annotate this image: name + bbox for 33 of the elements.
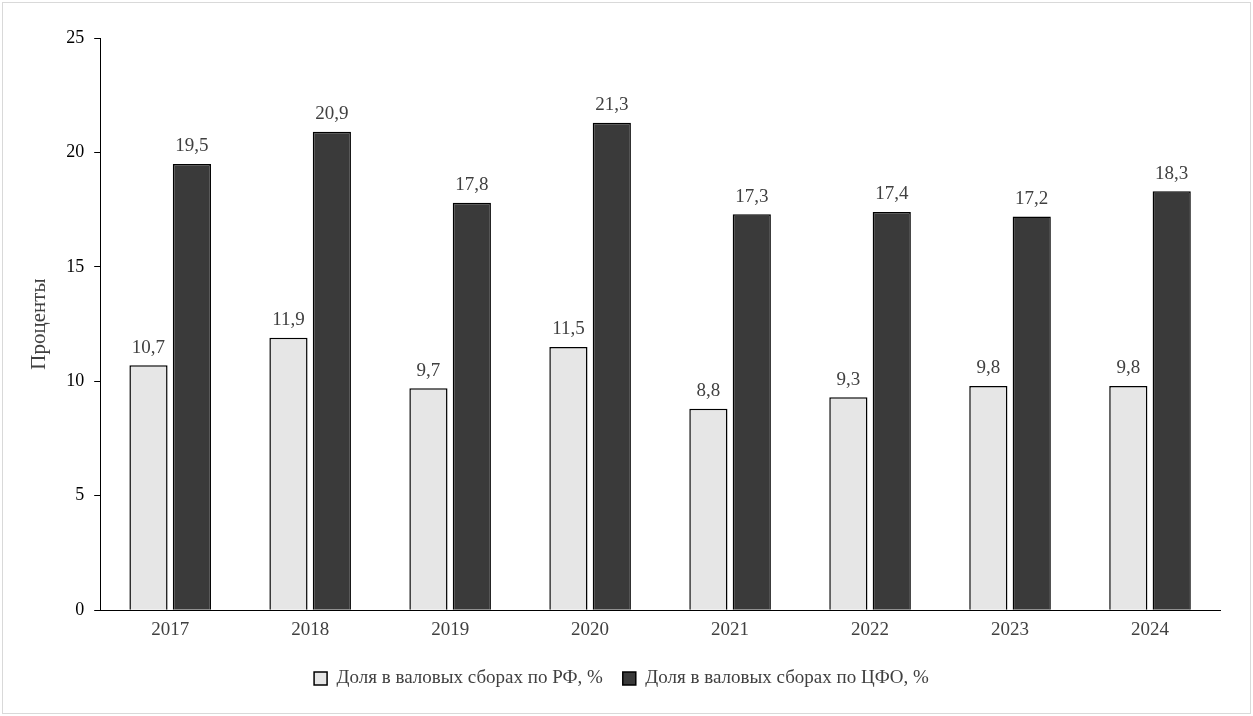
- data-label: 17,4: [875, 182, 909, 204]
- x-tick-label: 2019: [431, 617, 470, 639]
- y-tick-label: 5: [75, 484, 85, 505]
- legend-label: Доля в валовых сборах по РФ, %: [336, 666, 603, 688]
- y-tick-label: 25: [66, 26, 85, 47]
- x-tick-label: 2021: [711, 617, 750, 639]
- data-label: 10,7: [131, 335, 166, 357]
- data-label: 8,8: [696, 379, 721, 401]
- y-tick-label: 10: [66, 370, 85, 391]
- data-label: 21,3: [595, 93, 629, 115]
- x-tick-label: 2017: [151, 617, 190, 639]
- y-axis-title: Проценты: [26, 278, 51, 370]
- data-label: 9,7: [416, 358, 441, 380]
- data-label: 20,9: [315, 102, 349, 124]
- data-label: 17,8: [455, 173, 489, 195]
- x-tick-label: 2023: [991, 617, 1030, 639]
- data-label: 19,5: [175, 134, 209, 156]
- x-tick-label: 2020: [571, 617, 610, 639]
- data-label: 9,3: [836, 367, 861, 389]
- y-tick-label: 20: [66, 141, 85, 162]
- y-tick-label: 15: [66, 255, 85, 276]
- data-label: 11,5: [552, 317, 585, 339]
- data-label: 17,2: [1015, 187, 1049, 209]
- legend-label: Доля в валовых сборах по ЦФО, %: [645, 666, 930, 688]
- data-label: 11,9: [272, 308, 305, 330]
- data-label: 9,8: [1116, 356, 1141, 378]
- x-tick-label: 2018: [291, 617, 330, 639]
- data-label: 17,3: [735, 184, 769, 206]
- y-tick-label: 0: [75, 598, 85, 619]
- x-tick-label: 2022: [851, 617, 890, 639]
- data-label: 9,8: [976, 356, 1001, 378]
- x-tick-label: 2024: [1131, 617, 1170, 639]
- data-label: 18,3: [1155, 161, 1189, 183]
